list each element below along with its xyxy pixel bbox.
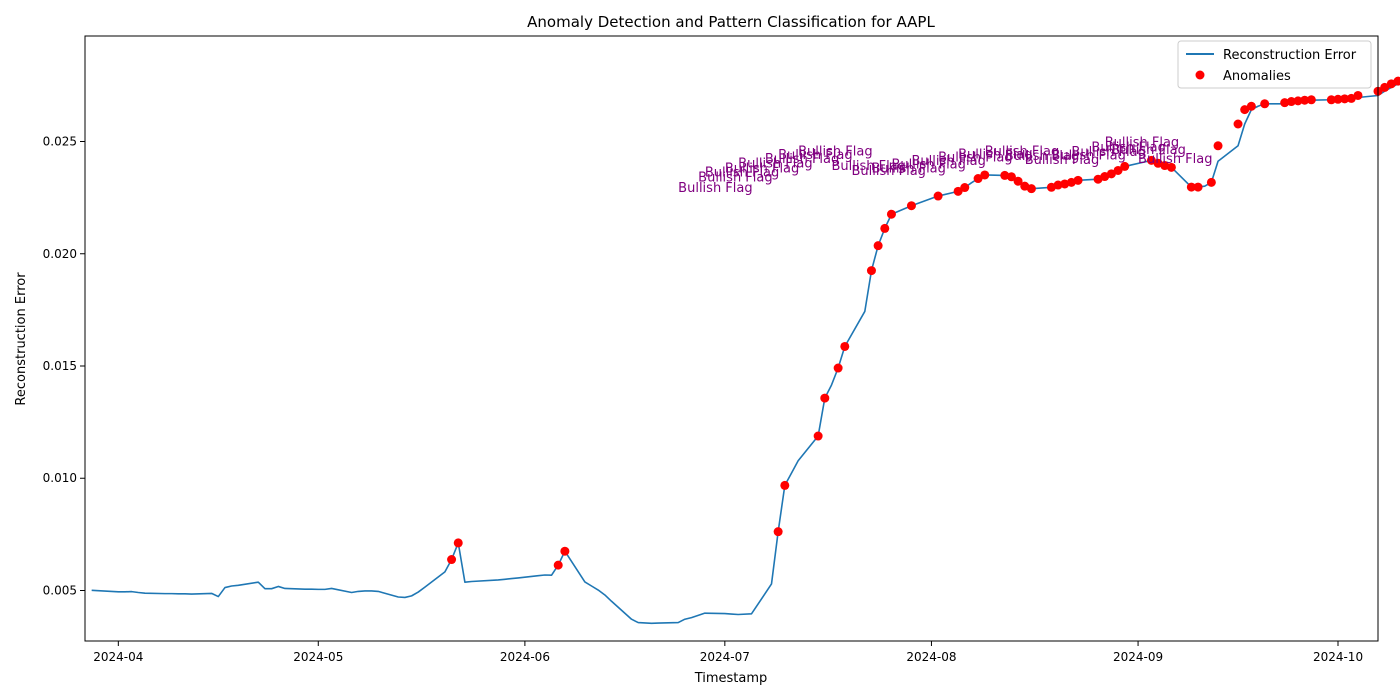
pattern-annotation: Bullish Flag — [1005, 149, 1079, 164]
legend-marker-swatch — [1195, 70, 1205, 80]
axes: 2024-04 2024-05 2024-06 2024-07 2024-08 2024-… — [43, 35, 1379, 664]
x-tick-label: 2024-09 — [1113, 650, 1163, 664]
y-tick-label: 0.010 — [43, 471, 77, 485]
pattern-annotation: Bullish Flag — [911, 154, 985, 169]
anomaly-point — [1106, 169, 1116, 179]
anomaly-point — [1286, 97, 1296, 107]
anomaly-point — [1306, 95, 1316, 105]
anomaly-point — [1380, 82, 1390, 92]
y-axis-label: Reconstruction Error — [14, 272, 29, 406]
pattern-annotation: Bullish Flag — [725, 161, 799, 176]
anomaly-point — [1113, 165, 1123, 175]
legend-label-anomalies: Anomalies — [1223, 69, 1291, 84]
legend: Reconstruction Error Anomalies — [1177, 40, 1372, 89]
axes-frame — [84, 35, 1379, 642]
anomaly-point — [1333, 94, 1343, 104]
anomaly-point — [1340, 94, 1350, 104]
anomaly-point — [906, 201, 916, 211]
pattern-annotation: Bullish Flag — [1071, 145, 1145, 160]
anomaly-point — [1260, 99, 1270, 109]
pattern-annotation: Bullish Flag — [698, 170, 772, 185]
anomaly-point — [886, 209, 896, 219]
pattern-annotation: Bullish Flag — [765, 152, 839, 167]
anomaly-point — [773, 527, 783, 537]
pattern-annotation: Bullish Flag — [958, 147, 1032, 162]
anomaly-point — [1353, 90, 1363, 100]
anomaly-point — [1053, 180, 1063, 190]
anomaly-point — [1393, 76, 1400, 86]
anomaly-point — [447, 555, 457, 565]
anomaly-point — [1213, 141, 1223, 151]
legend-label-reconstruction-error: Reconstruction Error — [1223, 48, 1357, 63]
anomaly-point — [553, 560, 563, 570]
anomaly-point — [1293, 96, 1303, 106]
anomaly-point — [973, 174, 983, 184]
anomaly-point — [866, 266, 876, 276]
anomaly-point — [1073, 175, 1083, 185]
pattern-annotation: Bullish Flag — [1111, 143, 1185, 158]
pattern-annotation: Bullish Flag — [678, 181, 752, 196]
anomaly-point — [453, 538, 463, 548]
anomaly-point — [1326, 95, 1336, 105]
pattern-annotation: Bullish Flag — [1051, 148, 1125, 163]
pattern-annotation: Bullish Flag — [705, 165, 779, 180]
anomaly-point — [933, 191, 943, 201]
legend-frame — [1177, 40, 1372, 89]
pattern-annotation: Bullish Flag — [798, 145, 872, 160]
x-tick-label: 2024-04 — [93, 650, 143, 664]
pattern-annotation: Bullish Flag — [891, 157, 965, 172]
anomaly-point — [1246, 101, 1256, 111]
anomaly-point — [813, 431, 823, 441]
anomaly-point — [1120, 161, 1130, 171]
anomaly-point — [1280, 98, 1290, 108]
anomaly-point — [873, 241, 883, 251]
anomaly-point — [1006, 172, 1016, 182]
anomaly-point — [980, 170, 990, 180]
pattern-annotation: Bullish Flag — [871, 161, 945, 176]
anomaly-point — [1206, 177, 1216, 187]
anomaly-point — [560, 546, 570, 556]
pattern-annotation: Bullish Flag — [1105, 135, 1179, 150]
x-tick-label: 2024-08 — [906, 650, 956, 664]
anomaly-point — [880, 223, 890, 233]
y-tick-label: 0.005 — [43, 583, 77, 597]
x-tick-label: 2024-10 — [1313, 650, 1363, 664]
x-tick-label: 2024-07 — [700, 650, 750, 664]
anomaly-point — [1013, 176, 1023, 186]
pattern-annotation: Bullish Flag — [938, 151, 1012, 166]
pattern-annotation: Bullish Flag — [851, 164, 925, 179]
anomaly-point — [960, 183, 970, 193]
x-tick-label: 2024-05 — [293, 650, 343, 664]
pattern-annotation: Bullish Flag — [1025, 153, 1099, 168]
anomaly-point — [1000, 170, 1010, 180]
y-tick-label: 0.020 — [43, 247, 77, 261]
anomaly-point — [840, 341, 850, 351]
anomaly-point — [820, 393, 830, 403]
pattern-annotation: Bullish Flag — [1138, 152, 1212, 167]
chart-title: Anomaly Detection and Pattern Classifica… — [527, 13, 935, 31]
anomaly-point — [1166, 162, 1176, 172]
anomaly-point — [1193, 182, 1203, 192]
y-tick-label: 0.025 — [43, 135, 77, 149]
anomaly-point — [780, 480, 790, 490]
pattern-annotation: Bullish Flag — [831, 159, 905, 174]
pattern-annotation: Bullish Flag — [738, 156, 812, 171]
anomaly-point — [1300, 95, 1310, 105]
anomaly-point — [953, 186, 963, 196]
y-tick-label: 0.015 — [43, 359, 77, 373]
pattern-annotation: Bullish Flag — [1091, 141, 1165, 156]
pattern-annotation: Bullish Flag — [985, 144, 1059, 159]
anomaly-point — [833, 363, 843, 373]
anomaly-point — [1240, 105, 1250, 115]
x-tick-label: 2024-06 — [500, 650, 550, 664]
anomaly-point — [1026, 184, 1036, 194]
x-axis-label: Timestamp — [694, 671, 768, 686]
anomaly-point — [1186, 182, 1196, 192]
pattern-annotation: Bullish Flag — [778, 148, 852, 163]
anomaly-point — [1233, 119, 1243, 129]
